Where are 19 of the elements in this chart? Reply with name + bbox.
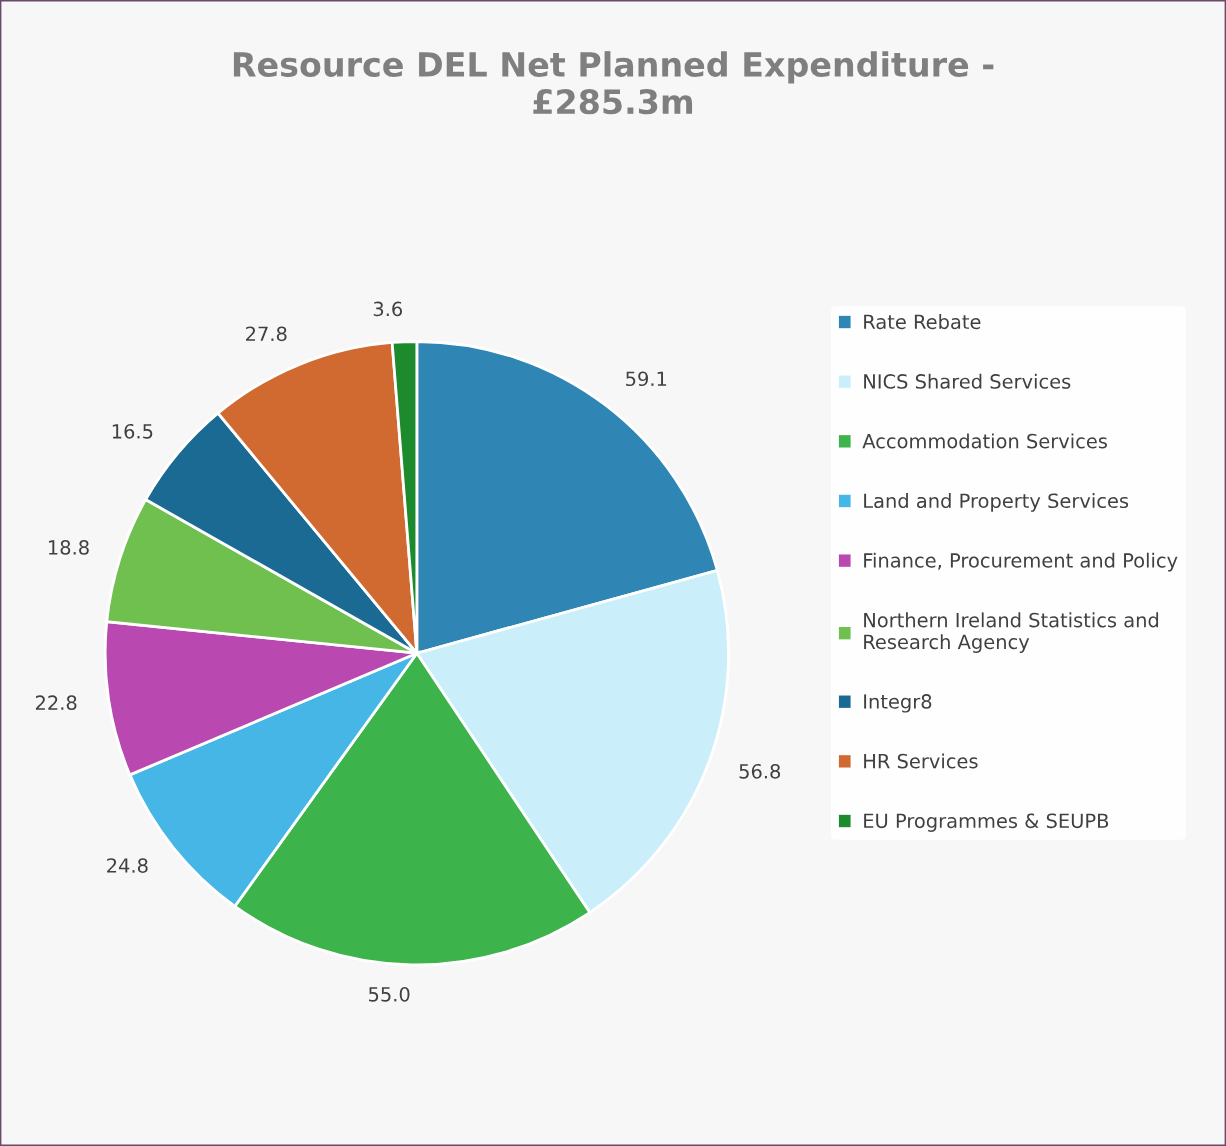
legend-label: NICS Shared Services bbox=[864, 373, 1071, 389]
data-label: 22.8 bbox=[35, 695, 77, 711]
data-label: 18.8 bbox=[48, 540, 89, 555]
data-label: 16.5 bbox=[112, 423, 153, 439]
legend-label: Northern Ireland Statistics and Research Agency bbox=[864, 612, 1159, 653]
legend-label: HR Services bbox=[864, 753, 978, 769]
legend-label: Integr8 bbox=[864, 694, 932, 713]
legend-label: EU Programmes & SEUPB bbox=[864, 813, 1109, 832]
data-label: 3.6 bbox=[373, 301, 403, 317]
data-label: 55.0 bbox=[369, 986, 410, 1002]
legend-label: Rate Rebate bbox=[864, 314, 981, 330]
legend-label: Accommodation Services bbox=[862, 433, 1107, 449]
data-label: 27.8 bbox=[246, 326, 287, 342]
data-label: 56.8 bbox=[739, 763, 781, 779]
chart-title: Resource DEL Net Planned Expenditure - £285.3m bbox=[233, 51, 994, 115]
legend-label: Land and Property Services bbox=[864, 493, 1129, 512]
data-label: 24.8 bbox=[107, 858, 148, 873]
data-label: 59.1 bbox=[626, 371, 667, 387]
legend-label: Finance, Procurement and Policy bbox=[864, 552, 1178, 572]
